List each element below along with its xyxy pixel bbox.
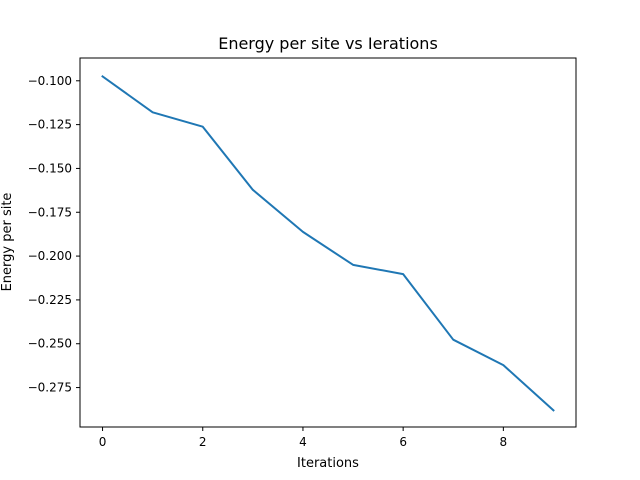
y-tick-label: −0.150 (28, 161, 72, 175)
y-tick-label: −0.225 (28, 293, 72, 307)
x-axis: 0 2 4 6 8 (99, 427, 507, 449)
plot-area (101, 75, 555, 412)
x-tick-label: 0 (99, 435, 107, 449)
x-tick-label: 6 (399, 435, 407, 449)
y-tick-label: −0.100 (28, 74, 72, 88)
y-tick-label: −0.250 (28, 337, 72, 351)
y-tick-label: −0.200 (28, 249, 72, 263)
x-tick-label: 4 (299, 435, 307, 449)
y-tick-label: −0.125 (28, 118, 72, 132)
y-tick-label: −0.275 (28, 381, 72, 395)
axes-frame (79, 57, 577, 428)
y-axis: −0.100 −0.125 −0.150 −0.175 −0.200 −0.225 −0.2… (28, 74, 80, 395)
series-line-0 (101, 75, 555, 412)
y-tick-label: −0.175 (28, 205, 72, 219)
y-axis-label: Energy per site (0, 193, 15, 292)
chart-title: Energy per site vs Ierations (218, 34, 438, 53)
x-axis-label: Iterations (297, 456, 359, 471)
x-tick-label: 2 (199, 435, 207, 449)
x-tick-label: 8 (500, 435, 508, 449)
